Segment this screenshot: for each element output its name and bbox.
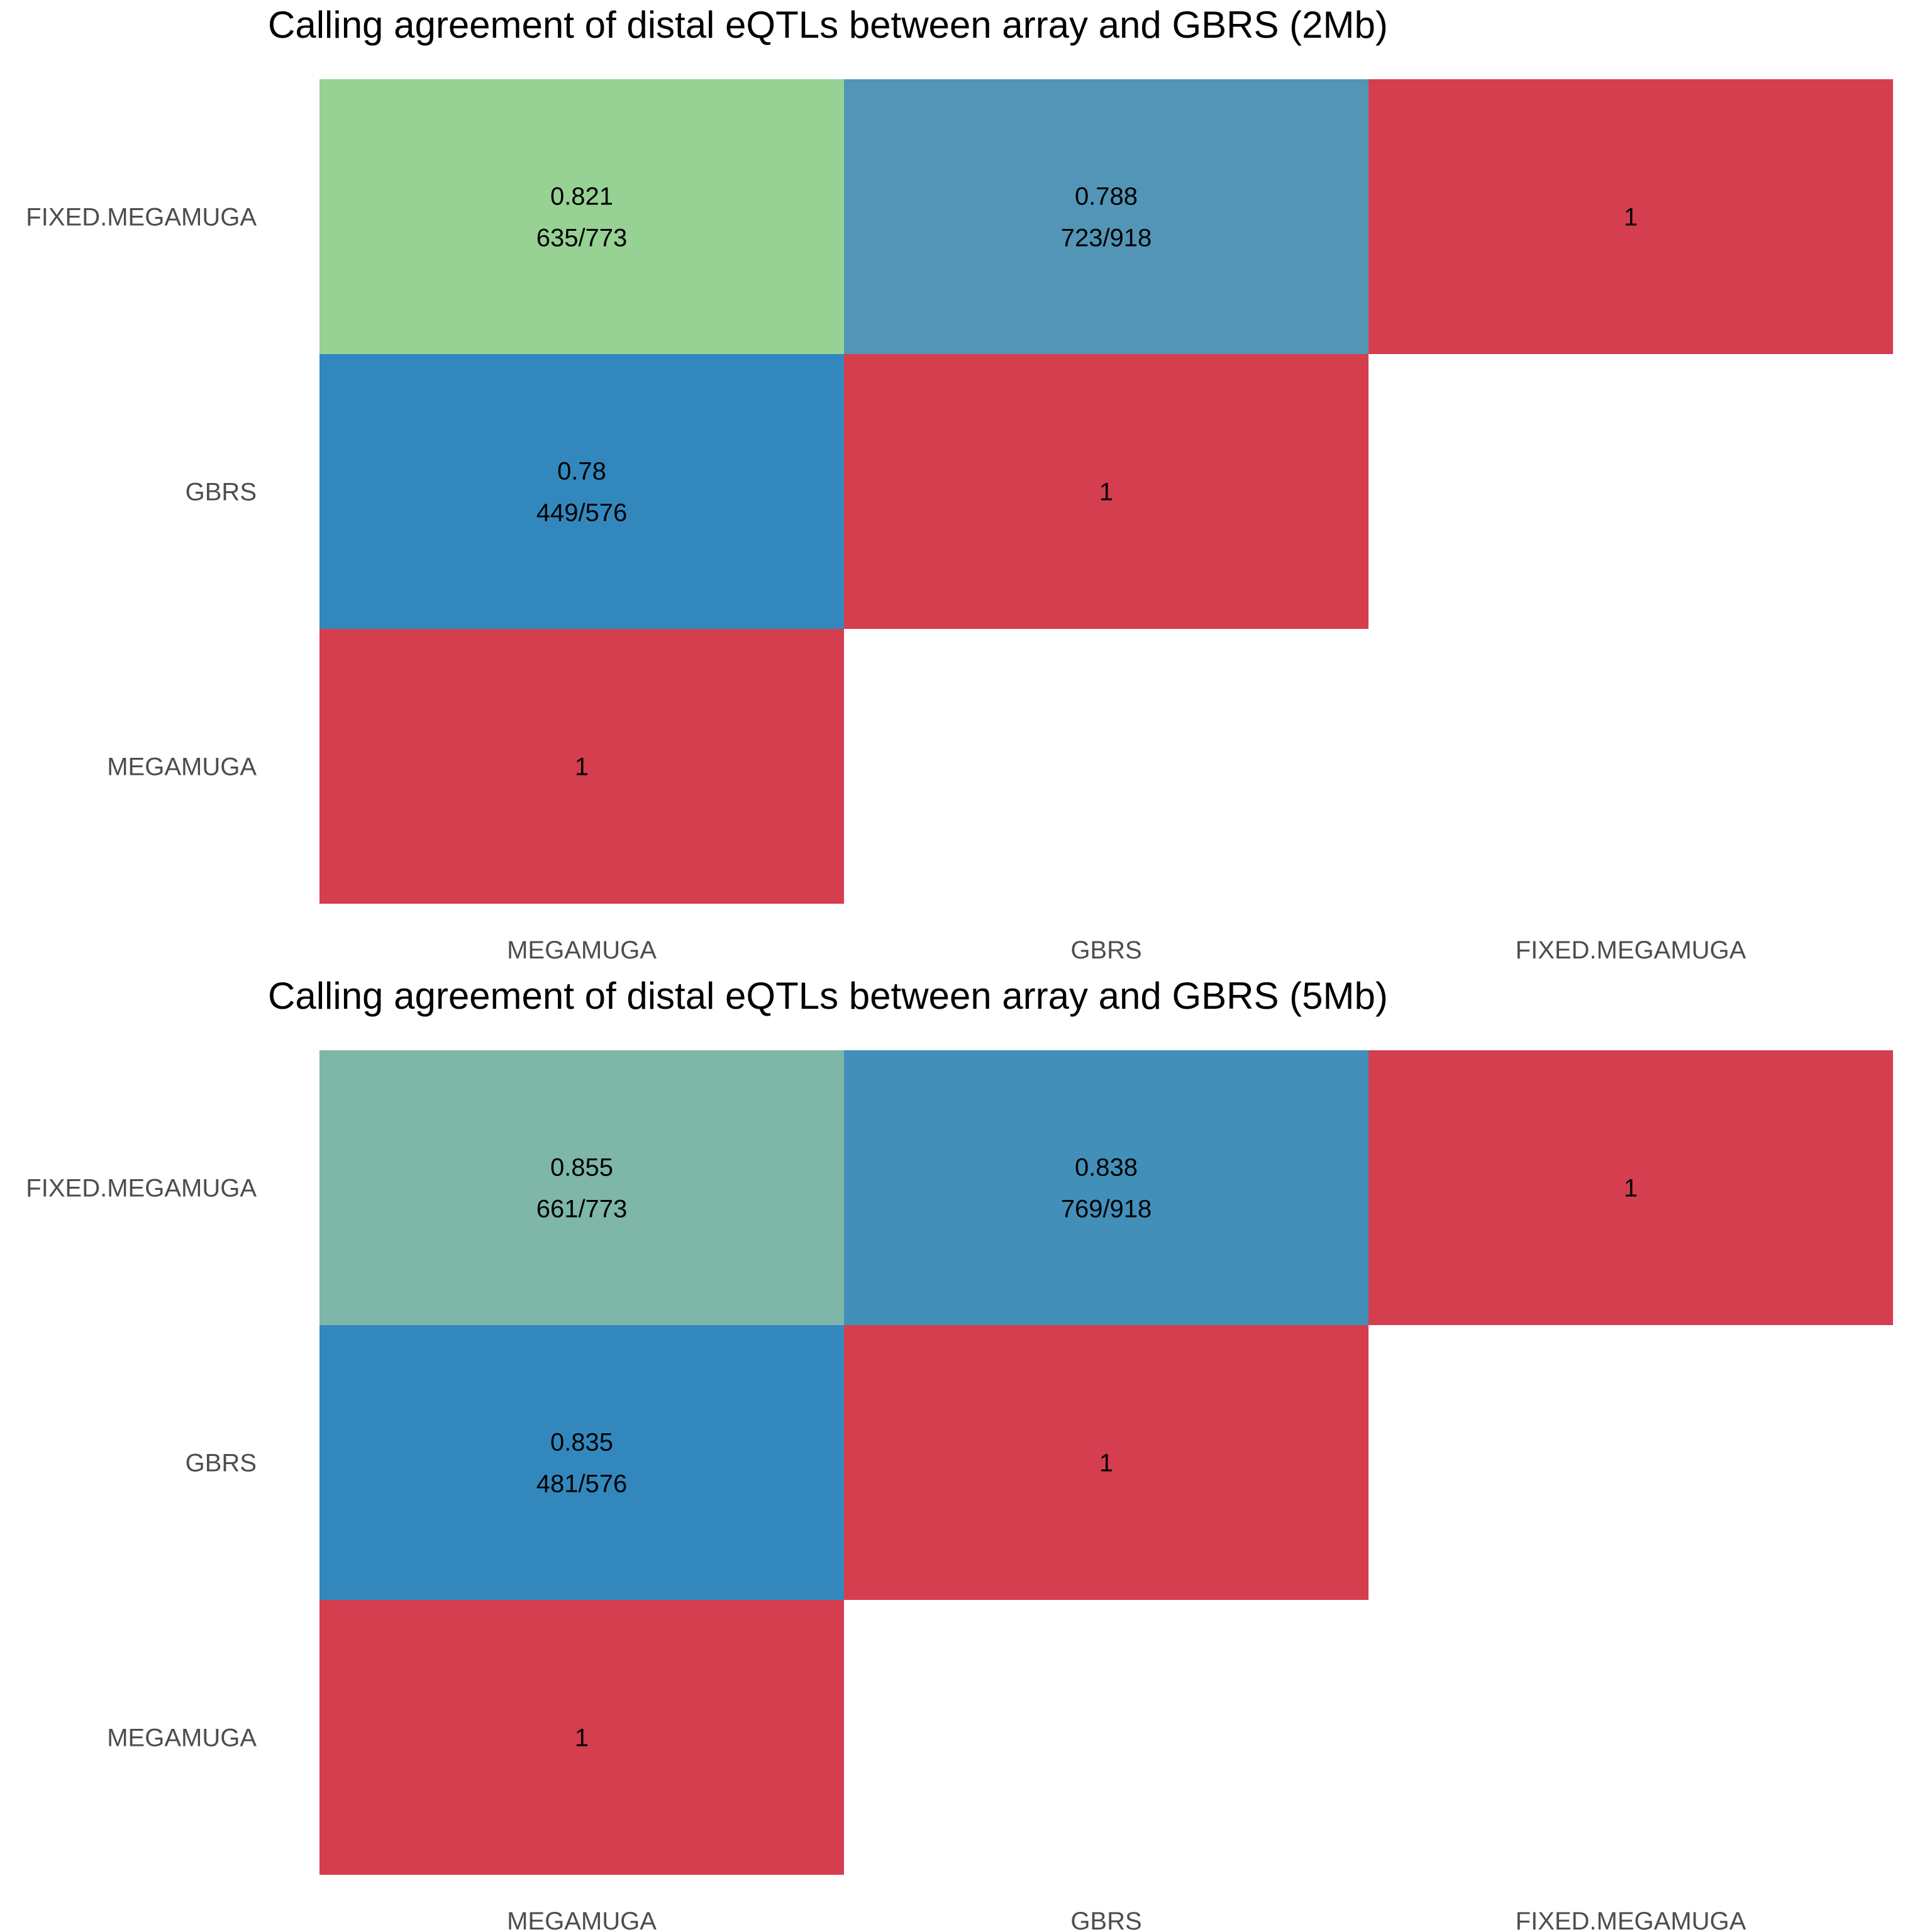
- cell-value-label: 1: [1099, 479, 1113, 506]
- heatmap-cell-tile: [319, 1600, 844, 1875]
- cell-value-label: 1: [575, 1724, 589, 1752]
- y-tick-label: GBRS: [186, 1450, 257, 1477]
- heatmap-cell-tile: [844, 79, 1368, 354]
- heatmap-cell: 1: [319, 629, 844, 904]
- heatmap-cell: 0.838 769/918: [844, 1050, 1368, 1325]
- heatmap-cell-tile: [844, 1325, 1368, 1600]
- cell-value-label: 1: [575, 753, 589, 781]
- x-tick-label: GBRS: [1070, 1907, 1141, 1932]
- cell-count-label: 481/576: [536, 1470, 628, 1498]
- cell-count-label: 723/918: [1061, 225, 1152, 252]
- cell-value-label: 0.835: [550, 1429, 613, 1457]
- cell-count-label: 769/918: [1061, 1196, 1152, 1223]
- cell-value-label: 1: [1624, 204, 1638, 231]
- heatmap-cell-tile: [319, 629, 844, 904]
- heatmap-cell: 1: [1368, 1050, 1893, 1325]
- heatmap-cell: 0.855 661/773: [319, 1050, 844, 1325]
- chart-title: Calling agreement of distal eQTLs betwee…: [268, 975, 1388, 1017]
- cell-value-label: 0.838: [1075, 1154, 1138, 1182]
- heatmap-panel-2: Calling agreement of distal eQTLs betwee…: [26, 975, 1893, 1932]
- y-tick-label: GBRS: [186, 479, 257, 506]
- cell-value-label: 1: [1099, 1450, 1113, 1477]
- heatmap-cell-tile: [319, 1050, 844, 1325]
- cell-value-label: 0.78: [557, 458, 606, 486]
- cell-value-label: 1: [1624, 1175, 1638, 1202]
- heatmap-cell-tile: [844, 1050, 1368, 1325]
- heatmap-cell: 1: [844, 1325, 1368, 1600]
- heatmap-panel-1: Calling agreement of distal eQTLs betwee…: [26, 4, 1893, 964]
- heatmap-cell: 0.788 723/918: [844, 79, 1368, 354]
- heatmap-cell: 1: [1368, 79, 1893, 354]
- heatmap-cell-tile: [844, 354, 1368, 629]
- chart-title: Calling agreement of distal eQTLs betwee…: [268, 4, 1388, 46]
- y-tick-label: FIXED.MEGAMUGA: [26, 204, 257, 231]
- cell-value-label: 0.821: [550, 183, 613, 211]
- cell-value-label: 0.788: [1075, 183, 1138, 211]
- cell-count-label: 661/773: [536, 1196, 628, 1223]
- cell-count-label: 449/576: [536, 499, 628, 527]
- heatmap-cell-tile: [319, 79, 844, 354]
- heatmap-cell: 0.78 449/576: [319, 354, 844, 629]
- heatmap-cell-tile: [1368, 79, 1893, 354]
- heatmap-cell: 1: [844, 354, 1368, 629]
- heatmap-cell: 0.835 481/576: [319, 1325, 844, 1600]
- y-tick-label: FIXED.MEGAMUGA: [26, 1175, 257, 1202]
- x-tick-label: MEGAMUGA: [507, 1907, 657, 1932]
- heatmap-cell: 0.821 635/773: [319, 79, 844, 354]
- heatmap-cell-tile: [319, 354, 844, 629]
- x-tick-label: GBRS: [1070, 936, 1141, 964]
- y-tick-label: MEGAMUGA: [107, 1724, 257, 1752]
- cell-value-label: 0.855: [550, 1154, 613, 1182]
- heatmap-cell-tile: [1368, 1050, 1893, 1325]
- x-tick-label: MEGAMUGA: [507, 936, 657, 964]
- heatmap-cell: 1: [319, 1600, 844, 1875]
- x-tick-label: FIXED.MEGAMUGA: [1516, 936, 1746, 964]
- heatmap-cell-tile: [319, 1325, 844, 1600]
- cell-count-label: 635/773: [536, 225, 628, 252]
- y-tick-label: MEGAMUGA: [107, 753, 257, 781]
- x-tick-label: FIXED.MEGAMUGA: [1516, 1907, 1746, 1932]
